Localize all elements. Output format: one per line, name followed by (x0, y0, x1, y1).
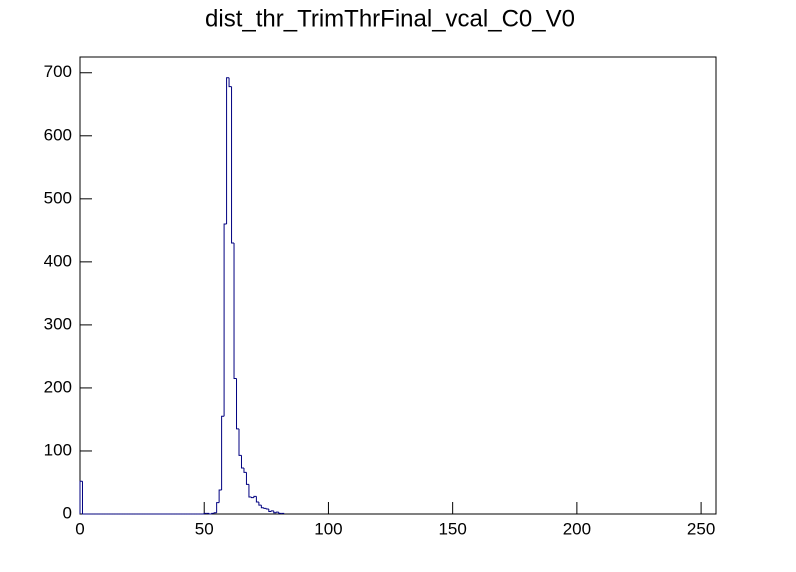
histogram-bin (218, 489, 222, 503)
x-tick-label: 150 (438, 519, 466, 538)
histogram-bin (226, 77, 230, 225)
chart-title: dist_thr_TrimThrFinal_vcal_C0_V0 (205, 5, 575, 32)
y-tick-label: 600 (44, 125, 72, 144)
histogram-bin (258, 502, 262, 506)
x-tick-label: 100 (314, 519, 342, 538)
y-tick-label: 0 (63, 503, 72, 522)
histogram-bin (221, 415, 225, 491)
histogram-bin (81, 481, 85, 515)
histogram-bin (265, 508, 269, 510)
histogram-bin (248, 484, 252, 498)
histogram-bin (281, 512, 285, 514)
histogram-bin (260, 505, 264, 509)
y-tick-label: 200 (44, 377, 72, 396)
histogram-bin (270, 510, 274, 512)
histogram-bin (216, 502, 220, 513)
histogram-bin (250, 496, 254, 499)
y-tick-label: 500 (44, 188, 72, 207)
histogram-bin (275, 511, 279, 513)
y-tick-label: 100 (44, 440, 72, 459)
x-tick-label: 200 (563, 519, 591, 538)
histogram-bin (263, 507, 267, 509)
histogram-bin (208, 513, 212, 515)
histogram-bin (211, 512, 215, 514)
histogram-bin (278, 512, 282, 514)
histogram-bin (243, 467, 247, 473)
y-tick-label: 700 (44, 62, 72, 81)
histogram-bin (236, 378, 239, 430)
histogram-bin (233, 242, 237, 379)
histogram-bin (223, 223, 227, 417)
histogram-bin (253, 495, 257, 498)
histogram-bin (238, 428, 242, 456)
histogram-bin (240, 455, 244, 469)
histogram-bin (228, 77, 232, 88)
histogram-bin (213, 512, 217, 514)
histogram-bin (203, 512, 207, 514)
histogram-bin (231, 86, 235, 244)
histogram-bin (273, 510, 277, 514)
x-tick-label: 250 (687, 519, 715, 538)
y-tick-label: 300 (44, 314, 72, 333)
histogram-bin (79, 480, 83, 514)
histogram-bin (255, 496, 259, 503)
histogram-bin (245, 472, 249, 485)
histogram-bin (268, 508, 272, 512)
plot-frame (79, 56, 717, 515)
y-tick-label: 400 (44, 251, 72, 270)
x-tick-label: 0 (75, 519, 84, 538)
x-tick-label: 50 (195, 519, 214, 538)
